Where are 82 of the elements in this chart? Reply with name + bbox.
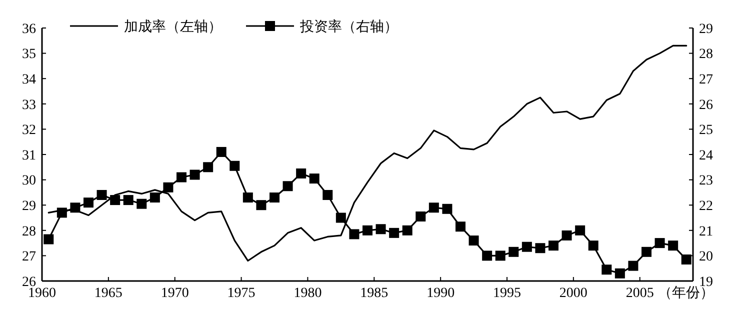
y-tick-label: 32 bbox=[22, 123, 36, 138]
point bbox=[376, 224, 386, 234]
x-tick-label: 1980 bbox=[294, 286, 322, 301]
point bbox=[309, 174, 320, 184]
y2-tick-label: 20 bbox=[699, 250, 713, 265]
point bbox=[562, 230, 572, 240]
point bbox=[150, 192, 160, 203]
x-tick-label: 1975 bbox=[227, 286, 256, 301]
y2-tick-label: 28 bbox=[699, 47, 713, 62]
point bbox=[468, 236, 479, 246]
y2-tick-label: 23 bbox=[699, 174, 713, 189]
y2-tick-label: 27 bbox=[699, 72, 713, 88]
point bbox=[522, 242, 532, 252]
x-axis-title: （年份） bbox=[658, 285, 714, 301]
point bbox=[96, 190, 107, 200]
point bbox=[416, 211, 426, 222]
point bbox=[176, 172, 186, 182]
point bbox=[389, 228, 400, 238]
point bbox=[230, 160, 240, 171]
point bbox=[84, 198, 94, 208]
point bbox=[362, 225, 372, 236]
point bbox=[56, 208, 67, 218]
y2-tick-label: 24 bbox=[699, 148, 713, 164]
point bbox=[44, 234, 54, 244]
point bbox=[456, 222, 466, 232]
y2-tick-label: 21 bbox=[699, 224, 713, 240]
point bbox=[70, 202, 80, 213]
point bbox=[668, 240, 678, 251]
point bbox=[349, 229, 360, 240]
point bbox=[242, 192, 253, 203]
point bbox=[548, 240, 558, 251]
x-tick-label: 1965 bbox=[94, 286, 122, 301]
point bbox=[136, 198, 147, 209]
point bbox=[508, 246, 519, 257]
y-tick-label: 35 bbox=[22, 47, 36, 62]
legend-label: 投资率（右轴） bbox=[299, 18, 398, 35]
point bbox=[442, 204, 452, 214]
y2-tick-label: 29 bbox=[699, 22, 713, 37]
x-tick-label: 1960 bbox=[28, 286, 56, 301]
point bbox=[123, 195, 134, 206]
point bbox=[203, 162, 214, 172]
point bbox=[216, 146, 226, 157]
point bbox=[296, 168, 306, 178]
point bbox=[628, 260, 638, 271]
y-tick-label: 33 bbox=[22, 98, 36, 113]
point bbox=[110, 195, 120, 206]
point bbox=[535, 243, 546, 254]
y-tick-label: 31 bbox=[22, 148, 36, 164]
x-tick-label: 1970 bbox=[160, 286, 189, 301]
x-tick-label: 1995 bbox=[493, 286, 521, 301]
point bbox=[495, 250, 506, 261]
x-tick-label: 1985 bbox=[360, 286, 388, 301]
point bbox=[614, 268, 625, 278]
y-tick-label: 29 bbox=[22, 199, 36, 214]
point bbox=[322, 190, 333, 200]
point bbox=[256, 200, 266, 210]
point bbox=[654, 238, 665, 248]
x-tick-label: 1990 bbox=[426, 286, 455, 301]
point bbox=[282, 181, 293, 192]
point bbox=[681, 254, 692, 264]
y2-tick-label: 25 bbox=[699, 123, 713, 138]
y2-tick-label: 22 bbox=[699, 199, 713, 214]
point bbox=[588, 240, 598, 251]
y2-tick-label: 26 bbox=[699, 98, 713, 113]
y-tick-label: 36 bbox=[22, 22, 36, 37]
point bbox=[270, 192, 280, 203]
point bbox=[482, 250, 492, 261]
x-tick-label: 2000 bbox=[559, 286, 588, 301]
point bbox=[336, 212, 346, 223]
x-tick-label: 2005 bbox=[626, 286, 654, 301]
y-tick-label: 34 bbox=[22, 72, 36, 88]
point bbox=[163, 182, 174, 192]
point bbox=[642, 246, 652, 257]
point bbox=[428, 202, 439, 213]
y-tick-label: 27 bbox=[22, 250, 36, 265]
y-tick-label: 30 bbox=[22, 174, 36, 189]
point bbox=[190, 170, 200, 180]
point bbox=[602, 264, 612, 275]
y-tick-label: 28 bbox=[22, 224, 36, 240]
point bbox=[575, 225, 586, 236]
legend-label: 加成率（左轴） bbox=[124, 18, 222, 35]
point bbox=[402, 225, 412, 236]
